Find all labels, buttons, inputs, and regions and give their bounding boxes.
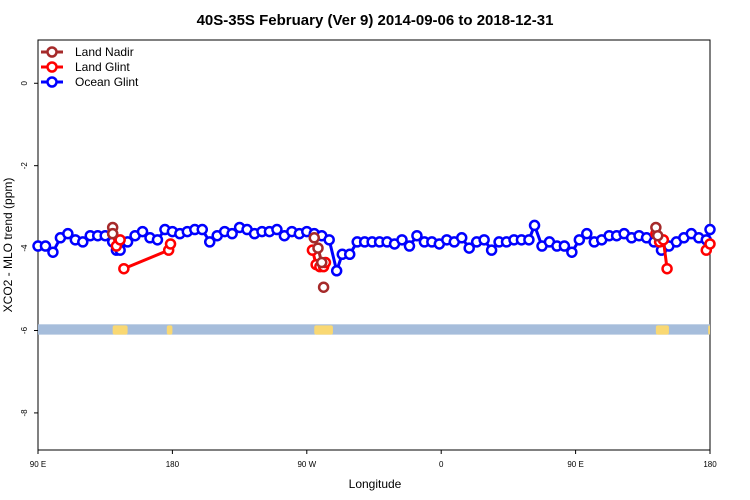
surface-band — [38, 324, 710, 335]
chart-title: 40S-35S February (Ver 9) 2014-09-06 to 2… — [197, 12, 554, 29]
data-point — [271, 223, 283, 236]
x-tick-label: 90 W — [297, 460, 316, 469]
data-point — [330, 265, 343, 277]
data-point — [39, 240, 52, 252]
data-point — [661, 262, 673, 275]
data-point — [573, 234, 586, 246]
ocean-band — [38, 324, 710, 335]
legend-marker — [46, 61, 58, 73]
y-tick-label: 0 — [20, 80, 29, 85]
land-mass — [314, 325, 333, 335]
x-tick-label: 90 E — [567, 460, 583, 469]
data-point — [566, 246, 578, 258]
data-point — [62, 227, 74, 240]
legend-label: Land Nadir — [75, 45, 134, 59]
y-tick-label: -2 — [20, 162, 29, 170]
data-point — [151, 234, 164, 246]
data-point — [403, 240, 416, 252]
data-point — [106, 227, 119, 240]
y-axis-label: XCO2 - MLO trend (ppm) — [1, 178, 15, 313]
legend-marker — [46, 76, 58, 88]
data-point — [203, 236, 216, 248]
data-point — [396, 234, 408, 246]
data-point — [114, 234, 126, 246]
data-point — [343, 248, 356, 261]
data-point — [523, 234, 535, 246]
data-point — [47, 246, 59, 258]
data-point — [704, 223, 716, 236]
data-point — [651, 229, 664, 242]
legend: Land Nadir Land Glint Ocean Glint — [41, 45, 139, 89]
data-point — [312, 242, 324, 254]
data-point — [581, 227, 593, 240]
land-mass — [708, 325, 710, 335]
data-point — [463, 242, 475, 254]
x-tick-label: 180 — [166, 460, 180, 469]
data-point — [478, 234, 490, 246]
data-point — [455, 232, 468, 244]
legend-item-land-glint: Land Glint — [41, 60, 130, 74]
data-point — [528, 219, 541, 232]
series-land-nadir — [106, 221, 664, 293]
x-tick-label: 90 E — [30, 460, 46, 469]
legend-label: Land Glint — [75, 60, 130, 74]
data-point — [411, 229, 423, 242]
data-point — [704, 238, 716, 250]
data-point — [196, 223, 209, 236]
data-point — [317, 281, 330, 293]
legend-label: Ocean Glint — [75, 75, 139, 89]
land-mass — [112, 325, 128, 335]
data-point — [136, 225, 149, 238]
y-tick-label: -8 — [20, 409, 29, 417]
data-point — [323, 234, 335, 246]
data-point — [77, 236, 89, 248]
legend-item-ocean-glint: Ocean Glint — [41, 75, 139, 89]
legend-item-land-nadir: Land Nadir — [41, 45, 134, 59]
land-mass — [166, 325, 173, 335]
y-tick-label: -4 — [20, 244, 29, 252]
data-point — [164, 238, 177, 250]
data-point — [558, 240, 571, 252]
data-point — [315, 256, 328, 269]
series-ocean-glint — [32, 219, 716, 277]
data-point — [308, 232, 321, 244]
data-point — [485, 244, 498, 256]
x-tick-label: 180 — [703, 460, 717, 469]
x-tick-label: 0 — [439, 460, 444, 469]
series — [32, 219, 716, 293]
data-point — [118, 262, 130, 275]
y-tick-label: -6 — [20, 326, 29, 334]
x-axis-label: Longitude — [349, 477, 402, 491]
legend-marker — [46, 46, 58, 58]
axes: 90 E 180 90 W 0 90 E 180 0 -2 -4 -6 -8 — [20, 80, 717, 469]
data-point — [226, 227, 238, 240]
land-mass — [655, 325, 669, 335]
